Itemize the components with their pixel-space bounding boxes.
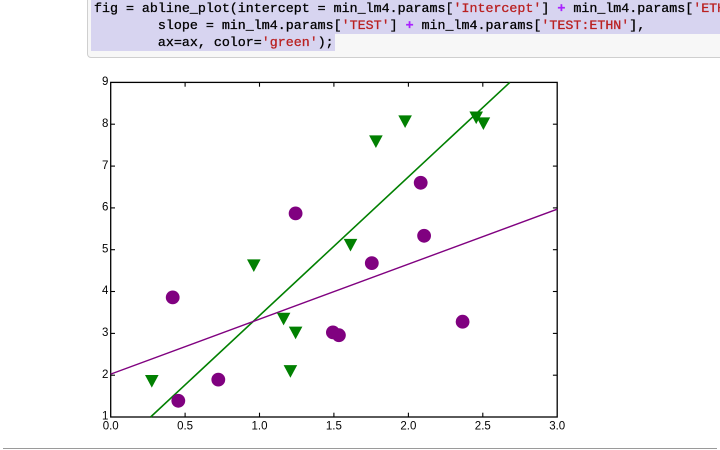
svg-text:1.5: 1.5 bbox=[326, 420, 342, 432]
svg-text:0.5: 0.5 bbox=[177, 420, 193, 432]
svg-text:2.5: 2.5 bbox=[475, 420, 491, 432]
svg-text:1: 1 bbox=[102, 411, 108, 423]
svg-text:1.0: 1.0 bbox=[252, 420, 268, 432]
svg-text:0.0: 0.0 bbox=[103, 420, 119, 432]
svg-text:3: 3 bbox=[102, 327, 108, 339]
svg-text:5: 5 bbox=[102, 243, 108, 255]
svg-text:3.0: 3.0 bbox=[549, 420, 565, 432]
svg-text:6: 6 bbox=[102, 202, 108, 214]
svg-text:8: 8 bbox=[102, 118, 108, 130]
svg-text:2: 2 bbox=[102, 369, 108, 381]
svg-text:2.0: 2.0 bbox=[400, 420, 416, 432]
svg-text:7: 7 bbox=[102, 160, 108, 172]
svg-text:9: 9 bbox=[102, 76, 108, 88]
svg-text:4: 4 bbox=[102, 285, 109, 297]
